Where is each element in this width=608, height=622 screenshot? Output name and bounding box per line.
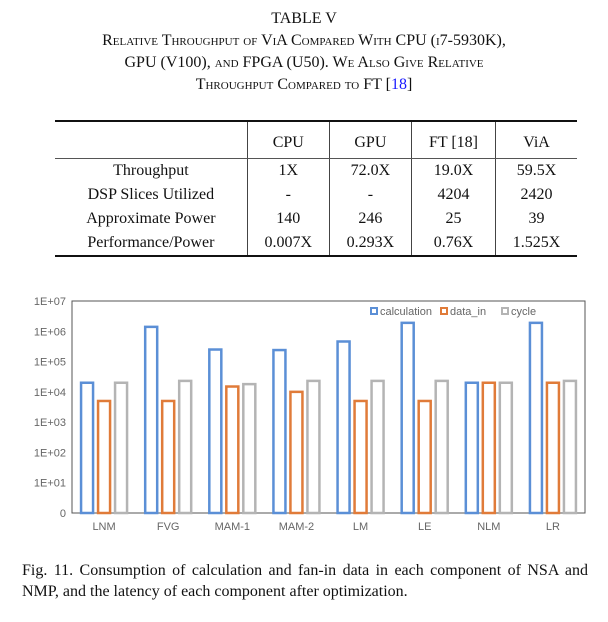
column-header: FT [18] xyxy=(410,120,496,159)
table-cell: 0.76X xyxy=(410,231,496,257)
legend-label: calculation xyxy=(380,306,432,318)
table-cell: 19.0X xyxy=(410,158,496,183)
y-tick-label: 1E+05 xyxy=(34,357,66,369)
plot-area xyxy=(71,300,586,514)
legend-swatch-data_in xyxy=(440,307,448,315)
bar-data_in xyxy=(160,399,176,515)
bar-calculation xyxy=(464,381,480,515)
bar-data_in xyxy=(545,381,561,515)
table-cell: 39 xyxy=(495,207,577,231)
bar-cycle xyxy=(306,379,321,515)
bar-cycle xyxy=(177,379,193,515)
x-tick-label: LM xyxy=(353,521,368,533)
legend-swatch-calculation xyxy=(370,307,378,315)
table-label: TABLE V xyxy=(271,10,337,27)
legend-swatch-cycle xyxy=(501,307,509,315)
table-cell: 140 xyxy=(246,207,330,231)
legend-label: cycle xyxy=(511,306,536,318)
y-tick-label: 1E+02 xyxy=(34,447,66,459)
bar-cycle xyxy=(562,379,578,515)
table-row: DSP Slices Utilized - -4204 2420 xyxy=(55,183,577,207)
table-caption-line: GPU (V100), and FPGA (U50). We Also Give… xyxy=(124,54,484,71)
bar-cycle xyxy=(113,381,129,515)
table-cell: - xyxy=(328,183,412,207)
bar-chart: 0 1E+01 1E+02 1E+03 1E+04 1E+05 1E+06 1E+07 LNM F… xyxy=(34,296,586,533)
bar-calculation xyxy=(143,325,159,515)
caption-text: ] xyxy=(406,76,413,93)
bar-data_in xyxy=(481,381,497,515)
table-cell: 59.5X xyxy=(495,158,577,183)
y-tick-label: 0 xyxy=(60,508,66,520)
table-row: Approximate Power 140 246 25 39 xyxy=(55,207,577,231)
row-label: Throughput xyxy=(113,162,189,179)
bar-cycle xyxy=(498,381,514,515)
x-tick-label: LNM xyxy=(92,521,115,533)
x-tick-label: LR xyxy=(546,521,560,533)
bar-calculation xyxy=(208,348,223,515)
x-tick-label: NLM xyxy=(477,521,500,533)
table-cell: 25 xyxy=(410,207,496,231)
bar-calculation xyxy=(272,348,287,515)
bar-cycle xyxy=(370,379,385,515)
bar-data_in xyxy=(417,399,432,515)
y-tick-label: 1E+04 xyxy=(34,387,66,399)
table-cell: 4204 xyxy=(410,183,496,207)
table-cell: - xyxy=(246,183,330,207)
column-header: CPU xyxy=(246,120,330,159)
table-caption-line: Throughput Compared to FT [18] xyxy=(0,74,608,95)
column-header: ViA xyxy=(495,120,577,159)
y-tick-label: 1E+03 xyxy=(34,417,66,429)
bar-data_in xyxy=(289,390,304,515)
row-label: Approximate Power xyxy=(86,210,216,227)
table-row: Performance/Power 0.007X 0.293X 0.76X 1.525X xyxy=(55,231,577,257)
y-tick-label: 1E+06 xyxy=(34,326,66,338)
bar-data_in xyxy=(353,399,368,515)
x-tick-label: MAM-1 xyxy=(215,521,250,533)
results-table-body: CPU GPU FT [18] ViA Throughput 1X 72.0X 19.0X 59… xyxy=(55,120,577,257)
y-tick-label: 1E+01 xyxy=(34,478,66,490)
bar-calculation xyxy=(528,321,544,515)
table-row: Throughput 1X 72.0X 19.0X 59.5X xyxy=(55,158,577,183)
x-tick-label: MAM-2 xyxy=(279,521,314,533)
legend-label: data_in xyxy=(450,306,486,318)
x-tick-label: FVG xyxy=(157,521,180,533)
figure-caption: Fig. 11. Consumption of calculation and … xyxy=(22,562,588,600)
table-cell: 2420 xyxy=(495,183,577,207)
row-label: DSP Slices Utilized xyxy=(87,186,215,203)
table-cell: 72.0X xyxy=(328,158,412,183)
table-cell: 246 xyxy=(328,207,412,231)
bar-calculation xyxy=(400,321,415,515)
column-header xyxy=(55,120,248,159)
table-cell: 1X xyxy=(246,158,330,183)
y-tick-label: 1E+07 xyxy=(34,296,66,308)
bar-cycle xyxy=(434,379,449,515)
table-cell: 0.007X xyxy=(246,231,330,257)
bar-data_in xyxy=(96,399,112,515)
caption-text: Throughput Compared to FT [ xyxy=(195,76,391,93)
table-cell: 1.525X xyxy=(495,231,577,257)
bar-calculation xyxy=(79,381,95,515)
citation-link[interactable]: 18 xyxy=(390,76,407,93)
table-header-row: CPU GPU FT [18] ViA xyxy=(55,120,577,159)
bar-data_in xyxy=(225,385,240,515)
bar-calculation xyxy=(336,340,351,515)
table-cell: 0.293X xyxy=(328,231,412,257)
x-tick-label: LE xyxy=(418,521,431,533)
row-label: Performance/Power xyxy=(55,231,248,257)
bar-cycle xyxy=(242,382,257,515)
table-caption-line: Relative Throughput of ViA Compared With… xyxy=(102,32,506,49)
column-header: GPU xyxy=(328,120,412,159)
